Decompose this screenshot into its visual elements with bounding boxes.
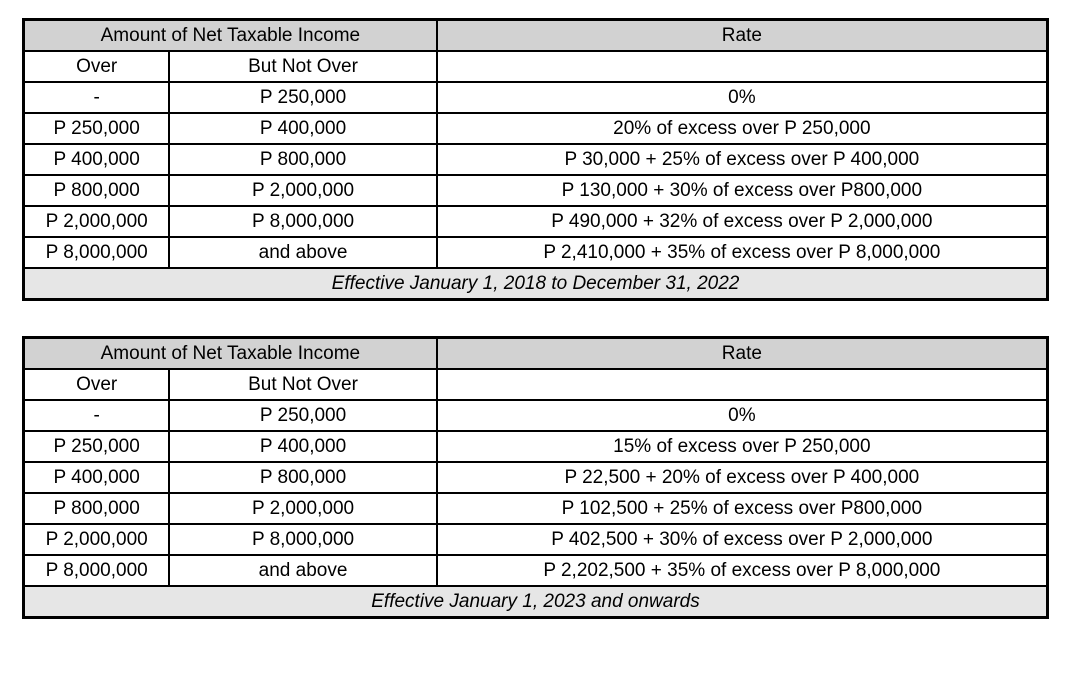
- rate-cell: P 490,000 + 32% of excess over P 2,000,0…: [435, 205, 1049, 238]
- rate-cell: P 102,500 + 25% of excess over P800,000: [435, 492, 1049, 525]
- over-cell: P 8,000,000: [22, 236, 171, 269]
- rate-cell: P 22,500 + 20% of excess over P 400,000: [435, 461, 1049, 494]
- rate-cell: 0%: [435, 399, 1049, 432]
- amount-group-header: Amount of Net Taxable Income: [22, 336, 438, 370]
- table-subheader-row: Over But Not Over: [22, 368, 1049, 401]
- table-footer-row: Effective January 1, 2023 and onwards: [22, 585, 1049, 619]
- but-not-over-cell: P 8,000,000: [168, 523, 438, 556]
- amount-group-header: Amount of Net Taxable Income: [22, 18, 438, 52]
- but-not-over-cell: P 250,000: [168, 399, 438, 432]
- over-cell: P 2,000,000: [22, 523, 171, 556]
- but-not-over-cell: and above: [168, 236, 438, 269]
- rate-header: Rate: [435, 336, 1049, 370]
- rate-cell: P 402,500 + 30% of excess over P 2,000,0…: [435, 523, 1049, 556]
- tax-table-2018-2022: Amount of Net Taxable Income Rate Over B…: [22, 18, 1049, 301]
- but-not-over-cell: P 8,000,000: [168, 205, 438, 238]
- table-header-row: Amount of Net Taxable Income Rate: [22, 336, 1049, 370]
- over-cell: P 250,000: [22, 430, 171, 463]
- rate-header: Rate: [435, 18, 1049, 52]
- but-not-over-cell: P 250,000: [168, 81, 438, 114]
- table-row: P 2,000,000 P 8,000,000 P 402,500 + 30% …: [22, 523, 1049, 556]
- over-cell: P 800,000: [22, 174, 171, 207]
- effectivity-note: Effective January 1, 2023 and onwards: [22, 585, 1049, 619]
- but-not-over-cell: P 800,000: [168, 143, 438, 176]
- but-not-over-cell: P 2,000,000: [168, 492, 438, 525]
- over-cell: P 250,000: [22, 112, 171, 145]
- table-row: - P 250,000 0%: [22, 81, 1049, 114]
- table-header-row: Amount of Net Taxable Income Rate: [22, 18, 1049, 52]
- but-not-over-header: But Not Over: [168, 368, 438, 401]
- rate-cell: 15% of excess over P 250,000: [435, 430, 1049, 463]
- effectivity-note: Effective January 1, 2018 to December 31…: [22, 267, 1049, 301]
- table-footer-row: Effective January 1, 2018 to December 31…: [22, 267, 1049, 301]
- table-row: P 8,000,000 and above P 2,410,000 + 35% …: [22, 236, 1049, 269]
- rate-cell: P 30,000 + 25% of excess over P 400,000: [435, 143, 1049, 176]
- table-row: P 400,000 P 800,000 P 22,500 + 20% of ex…: [22, 461, 1049, 494]
- over-cell: P 400,000: [22, 143, 171, 176]
- table-row: P 250,000 P 400,000 20% of excess over P…: [22, 112, 1049, 145]
- table-row: P 800,000 P 2,000,000 P 130,000 + 30% of…: [22, 174, 1049, 207]
- over-cell: -: [22, 399, 171, 432]
- but-not-over-cell: P 400,000: [168, 112, 438, 145]
- over-cell: P 800,000: [22, 492, 171, 525]
- tax-table-2023-onwards: Amount of Net Taxable Income Rate Over B…: [22, 336, 1049, 619]
- over-cell: P 400,000: [22, 461, 171, 494]
- but-not-over-cell: P 400,000: [168, 430, 438, 463]
- table-row: P 400,000 P 800,000 P 30,000 + 25% of ex…: [22, 143, 1049, 176]
- rate-cell: P 2,410,000 + 35% of excess over P 8,000…: [435, 236, 1049, 269]
- but-not-over-cell: P 2,000,000: [168, 174, 438, 207]
- table-row: - P 250,000 0%: [22, 399, 1049, 432]
- table-row: P 8,000,000 and above P 2,202,500 + 35% …: [22, 554, 1049, 587]
- rate-cell: 0%: [435, 81, 1049, 114]
- over-cell: P 2,000,000: [22, 205, 171, 238]
- over-header: Over: [22, 50, 171, 83]
- table-row: P 800,000 P 2,000,000 P 102,500 + 25% of…: [22, 492, 1049, 525]
- over-header: Over: [22, 368, 171, 401]
- over-cell: P 8,000,000: [22, 554, 171, 587]
- rate-cell: 20% of excess over P 250,000: [435, 112, 1049, 145]
- table-subheader-row: Over But Not Over: [22, 50, 1049, 83]
- table-row: P 2,000,000 P 8,000,000 P 490,000 + 32% …: [22, 205, 1049, 238]
- over-cell: -: [22, 81, 171, 114]
- but-not-over-cell: and above: [168, 554, 438, 587]
- rate-cell: P 130,000 + 30% of excess over P800,000: [435, 174, 1049, 207]
- but-not-over-header: But Not Over: [168, 50, 438, 83]
- table-row: P 250,000 P 400,000 15% of excess over P…: [22, 430, 1049, 463]
- rate-empty-cell: [435, 368, 1049, 401]
- rate-empty-cell: [435, 50, 1049, 83]
- rate-cell: P 2,202,500 + 35% of excess over P 8,000…: [435, 554, 1049, 587]
- but-not-over-cell: P 800,000: [168, 461, 438, 494]
